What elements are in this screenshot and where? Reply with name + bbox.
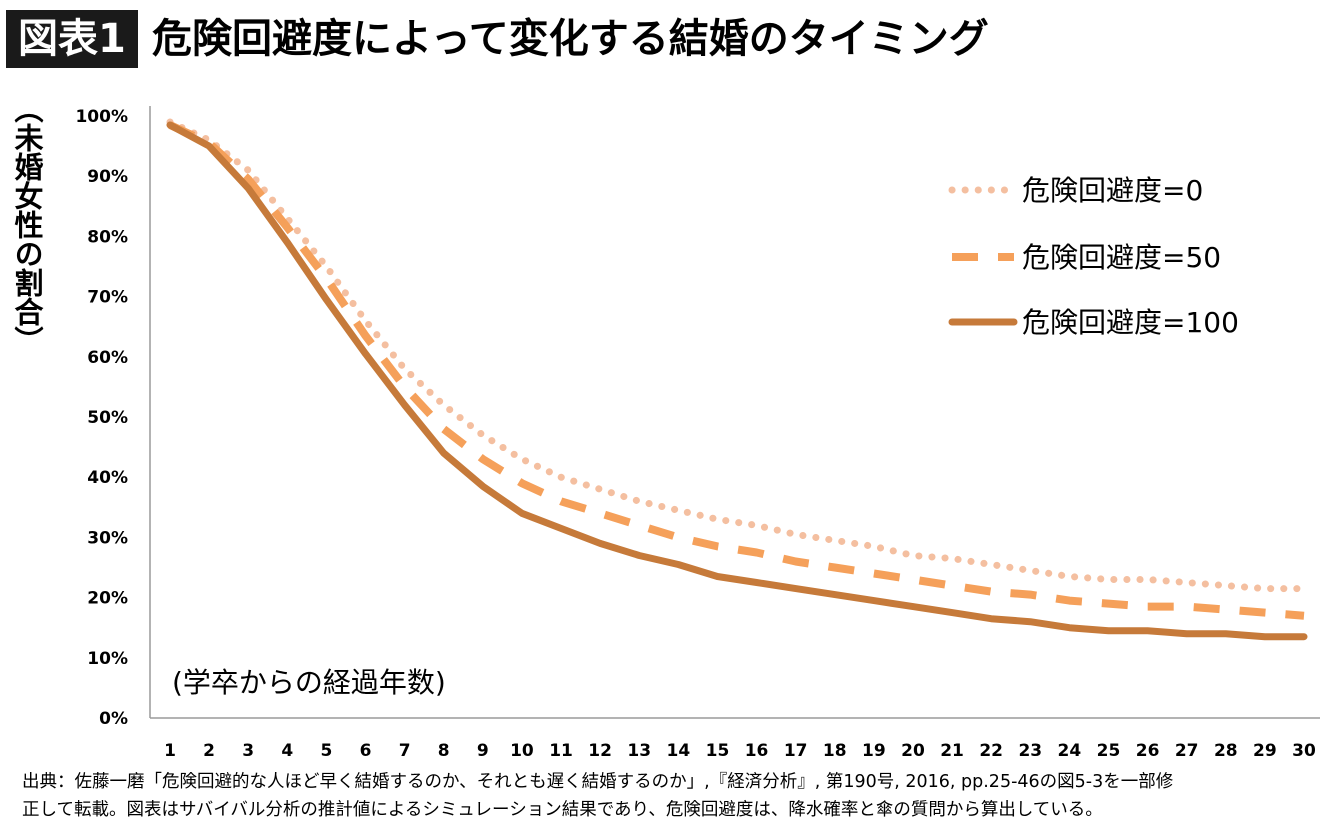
x-tick-label: 11 [549,741,573,761]
source-note-line-1: 出典：佐藤一磨「危険回避的な人ほど早く結婚するのか、それとも遅く結婚するのか」,… [22,772,1174,792]
x-tick-label: 15 [706,741,730,761]
line-chart: 0%10%20%30%40%50%60%70%80%90%100%1 2 3 4 5 6 7… [75,106,1320,761]
x-tick-label: 16 [745,741,769,761]
x-tick-label: 14 [667,741,691,761]
x-tick-label: 20 [901,741,925,761]
series-line-1 [168,121,1305,620]
legend-label-1: 危険回避度=50 [1022,241,1221,274]
x-tick-label: 19 [862,741,886,761]
x-tick-label: 25 [1097,741,1121,761]
legend-label-2: 危険回避度=100 [1022,306,1239,339]
figure-badge: 図表1 [6,10,138,68]
x-tick-label: 26 [1136,741,1160,761]
y-tick-label: 60% [87,348,128,368]
y-tick-label: 70% [87,288,128,308]
source-note-line-2: 正して転載。図表はサバイバル分析の推計値によるシミュレーション結果であり、危険回… [22,800,1103,820]
y-tick-label: 100% [75,107,128,127]
x-tick-label: 18 [823,741,847,761]
x-tick-label: 21 [940,741,964,761]
x-tick-label: 6 [360,741,372,761]
x-tick-label: 27 [1175,741,1199,761]
x-tick-label: 17 [784,741,808,761]
x-tick-label: 8 [438,741,450,761]
x-axis-label: (学卒からの経過年数) [172,666,446,699]
y-tick-label: 30% [87,528,128,548]
x-tick-label: 5 [320,741,332,761]
x-tick-label: 9 [477,741,489,761]
x-tick-label: 3 [242,741,254,761]
x-tick-label: 29 [1253,741,1277,761]
y-tick-label: 50% [87,408,128,428]
x-tick-label: 22 [979,741,1003,761]
x-tick-label: 30 [1292,741,1316,761]
header: 図表1 危険回避度によって変化する結婚のタイミング [0,0,1340,78]
x-tick-label: 10 [510,741,534,761]
x-tick-label: 23 [1018,741,1042,761]
y-tick-label: 40% [87,468,128,488]
y-tick-label: 20% [87,589,128,609]
source-note: 出典：佐藤一磨「危険回避的な人ほど早く結婚するのか、それとも遅く結婚するのか」,… [22,768,1332,824]
x-tick-label: 12 [588,741,612,761]
legend-label-0: 危険回避度=0 [1022,174,1203,207]
x-tick-label: 28 [1214,741,1238,761]
series-line-0 [166,118,1308,593]
y-tick-label: 10% [87,649,128,669]
x-tick-label: 13 [627,741,651,761]
x-tick-label: 7 [399,741,411,761]
x-tick-label: 2 [203,741,215,761]
x-tick-label: 24 [1058,741,1082,761]
series-line-2 [166,121,1308,641]
y-axis-label: （未婚女性の割合） [10,94,44,355]
chart-title: 危険回避度によって変化する結婚のタイミング [152,16,989,62]
y-tick-label: 90% [87,167,128,187]
x-tick-label: 4 [281,741,293,761]
x-tick-label: 1 [164,741,176,761]
y-tick-label: 80% [87,227,128,247]
y-tick-label: 0% [99,709,128,729]
